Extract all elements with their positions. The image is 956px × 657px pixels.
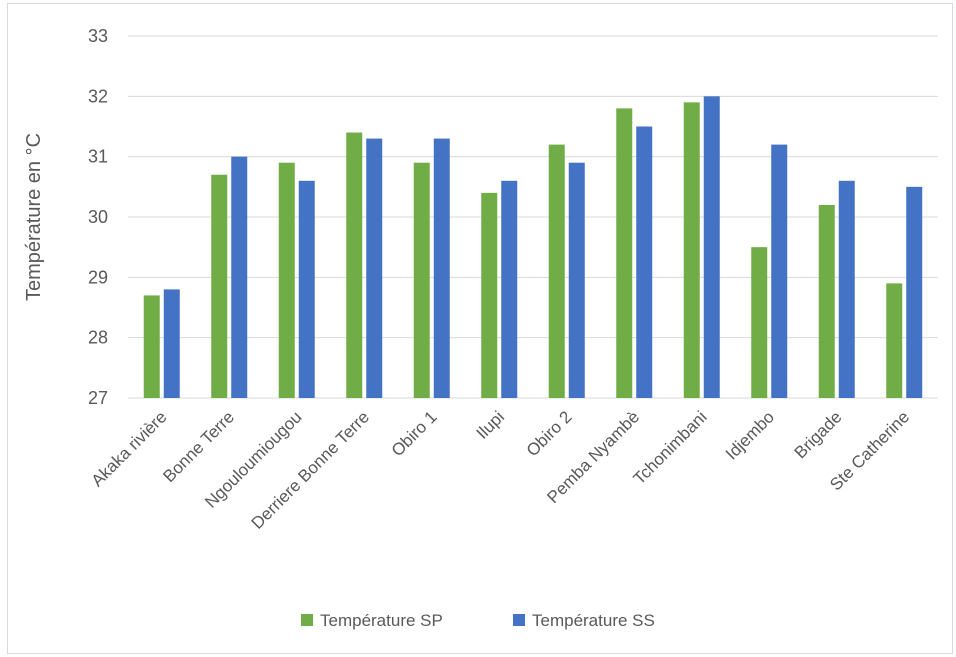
x-tick-label: Obiro 2 [523,407,576,460]
x-tick-label: Brigade [791,407,846,462]
gridlines [128,35,938,399]
bar-ss [366,138,383,399]
bar-sp [211,174,228,398]
legend-swatch [301,614,313,626]
bar-ss [568,162,585,398]
x-tick-label: Tchonimbani [630,407,711,488]
bar-ss [771,144,788,398]
x-tick-label: Obiro 1 [388,407,441,460]
bar-sp [346,132,363,399]
bar-ss [163,289,180,398]
y-tick-label: 31 [88,147,108,167]
x-tick-label: Akaka rivière [88,407,171,490]
bar-sp [751,247,768,398]
x-tick-label: Ilupi [473,407,508,442]
y-tick-label: 33 [88,26,108,46]
y-tick-label: 32 [88,86,108,106]
bar-ss [703,96,720,398]
bar-ss [231,156,248,398]
bar-sp [886,283,903,398]
bars [143,96,923,399]
bar-sp [143,295,160,398]
bar-sp [278,162,295,398]
bar-ss [433,138,450,399]
legend-label: Température SP [320,611,443,630]
bar-ss [298,180,315,398]
bar-ss [501,180,518,398]
legend-swatch [513,614,525,626]
legend: Température SP Température SS [301,611,655,630]
y-axis-ticks: 27 28 29 30 31 32 33 [88,26,108,408]
y-tick-label: 30 [88,207,108,227]
bar-sp [548,144,565,398]
bar-sp [481,192,498,398]
legend-label: Température SS [532,611,655,630]
bar-sp [413,162,430,398]
bar-sp [616,108,633,399]
bar-ss [906,186,923,398]
y-tick-label: 27 [88,388,108,408]
bar-ss [838,180,855,398]
bar-ss [636,126,653,398]
bar-sp [683,102,700,398]
y-axis-title: Température en °C [23,133,45,301]
x-tick-label: Derriere Bonne Terre [248,407,373,532]
bar-sp [818,204,835,398]
y-tick-label: 29 [88,267,108,287]
x-tick-label: Idjembo [722,407,778,463]
y-tick-label: 28 [88,328,108,348]
